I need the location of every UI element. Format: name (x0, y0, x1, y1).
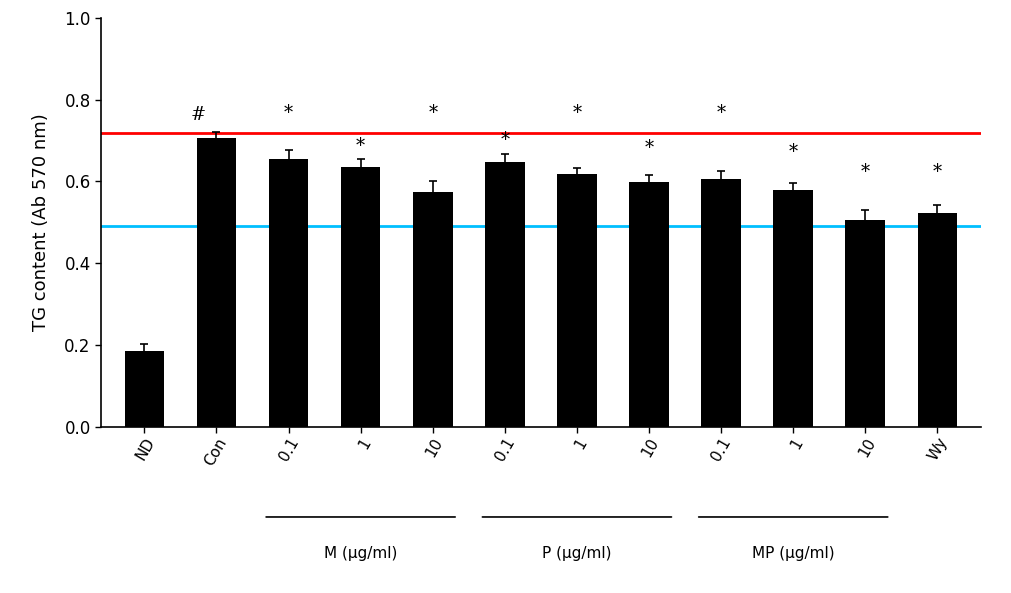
Bar (485, 162, 525, 427)
Bar (196, 139, 237, 427)
Text: *: * (789, 143, 798, 161)
Bar (341, 167, 380, 427)
Text: *: * (644, 139, 653, 157)
Text: *: * (356, 137, 365, 155)
Text: *: * (860, 164, 869, 181)
Text: P (μg/ml): P (μg/ml) (542, 546, 612, 560)
Y-axis label: TG content (Ab 570 nm): TG content (Ab 570 nm) (32, 113, 51, 331)
Bar (845, 221, 886, 427)
Text: *: * (572, 104, 581, 122)
Bar (412, 192, 453, 427)
Text: *: * (933, 164, 942, 181)
Bar (269, 159, 308, 427)
Text: *: * (500, 130, 510, 149)
Bar (124, 351, 164, 427)
Text: #: # (191, 106, 206, 124)
Bar (773, 190, 813, 427)
Text: MP (μg/ml): MP (μg/ml) (752, 546, 834, 560)
Bar (702, 180, 741, 427)
Bar (557, 174, 596, 427)
Text: *: * (717, 104, 726, 122)
Bar (629, 182, 669, 427)
Text: M (μg/ml): M (μg/ml) (324, 546, 397, 560)
Text: *: * (284, 104, 293, 122)
Text: *: * (429, 104, 438, 122)
Bar (918, 213, 957, 427)
